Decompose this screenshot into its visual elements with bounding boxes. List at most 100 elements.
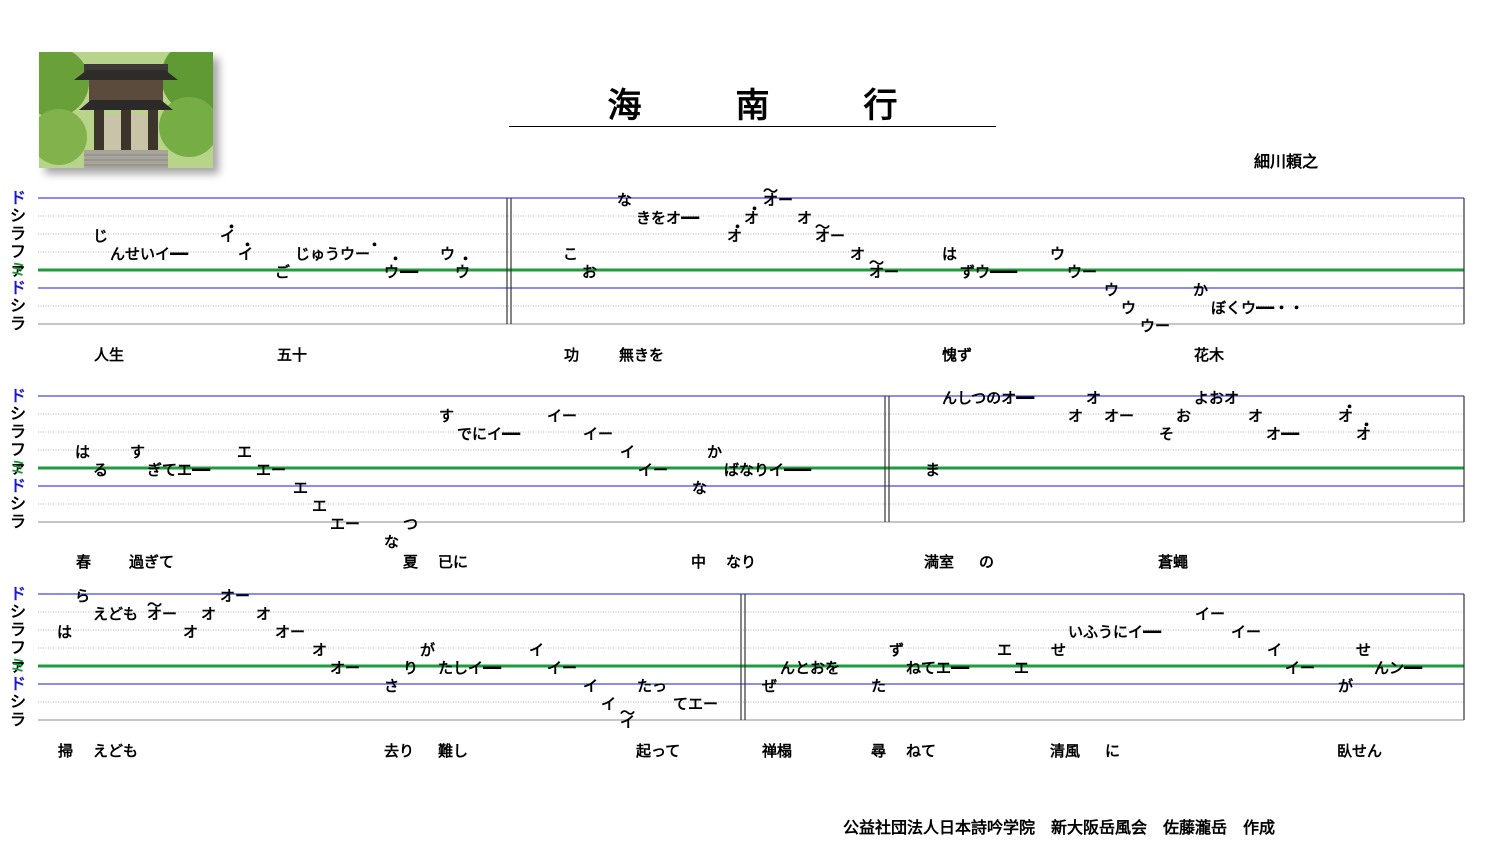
melody-syllable: は xyxy=(75,442,91,461)
melody-syllable: でにイ━━ xyxy=(457,424,521,443)
melody-syllable: ・ xyxy=(224,217,240,236)
melody-syllable: エ xyxy=(312,496,328,515)
melody-syllable: んしつのオ━━ xyxy=(942,388,1035,407)
scale-label: シ xyxy=(10,206,27,225)
poem-word: 清風 xyxy=(1050,742,1081,760)
melody-syllable: お xyxy=(1176,406,1192,425)
melody-syllable: ず xyxy=(889,640,905,659)
melody-syllable: か xyxy=(707,442,723,461)
melody-syllable: す xyxy=(439,406,455,425)
melody-syllable: イー xyxy=(1285,658,1316,677)
melody-syllable: ぜ xyxy=(762,676,778,695)
poem-word: 中 xyxy=(691,553,707,571)
poem-word: 過ぎて xyxy=(129,553,175,571)
melody-syllable: オ xyxy=(1068,406,1084,425)
melody-syllable: る xyxy=(93,460,109,479)
melody-syllable: ・ xyxy=(458,250,474,268)
title-underline xyxy=(509,126,996,127)
melody-syllable: オ xyxy=(1086,388,1102,407)
melody-syllable: ・ xyxy=(747,199,763,218)
melody-syllable: えども xyxy=(93,604,139,623)
melody-syllable: そ xyxy=(1159,424,1175,443)
poem-word: 臥せん xyxy=(1337,742,1383,760)
poem-word: 禅榻 xyxy=(762,742,793,760)
melody-syllable: イ xyxy=(238,244,254,263)
melody-syllable: な xyxy=(692,478,708,497)
melody-syllable: オ xyxy=(850,244,866,263)
melody-syllable: ・ xyxy=(367,235,383,254)
scale-label: シ xyxy=(10,692,27,711)
melody-syllable: が xyxy=(1338,676,1354,695)
melody-syllable: イ xyxy=(529,640,545,659)
melody-syllable: オ xyxy=(201,604,217,623)
melody-syllable: イー xyxy=(638,460,669,479)
scale-label: ラ xyxy=(10,620,27,639)
scale-label: ファ xyxy=(10,638,27,675)
melody-syllable: ウ xyxy=(455,262,471,281)
scale-label: シ xyxy=(10,494,27,513)
melody-syllable: ウ xyxy=(384,262,400,281)
page-title: 海 南 行 xyxy=(607,86,928,126)
poem-word: 蒼蠅 xyxy=(1158,553,1189,571)
melody-syllable: エ xyxy=(237,442,253,461)
melody-syllable: オ xyxy=(727,226,743,245)
poem-word: 無きを xyxy=(619,346,665,364)
poem-word: 難し xyxy=(438,742,469,760)
melody-syllable: オー xyxy=(763,190,794,209)
poem-word: 功 xyxy=(564,346,580,364)
melody-syllable: オ xyxy=(256,604,272,623)
scale-label: ラ xyxy=(10,710,27,729)
melody-syllable: ウ xyxy=(1050,244,1066,263)
melody-syllable: は xyxy=(942,244,958,263)
melody-syllable: オー xyxy=(275,622,306,641)
melody-syllable: な xyxy=(384,532,400,551)
melody-syllable: ねてエ━━ xyxy=(906,658,970,677)
poem-word: 已に xyxy=(438,553,469,571)
melody-syllable: つ xyxy=(403,514,419,533)
poem-word: 春 xyxy=(76,553,92,571)
scale-label: ミ xyxy=(10,656,27,675)
melody-syllable: イ xyxy=(220,226,236,245)
melody-syllable: オー xyxy=(330,658,361,677)
author-name: 細川頼之 xyxy=(1254,152,1319,171)
poem-word: 去り xyxy=(384,742,415,760)
melody-syllable: イー xyxy=(547,406,578,425)
melody-syllable: たっ xyxy=(637,676,668,695)
melody-syllable: イ xyxy=(620,712,636,731)
melody-syllable: か xyxy=(1193,280,1209,299)
melody-syllable: ・ xyxy=(388,250,404,268)
poem-word: えども xyxy=(93,742,139,760)
melody-syllable: んせいイ━━ xyxy=(110,244,189,263)
melody-syllable: イー xyxy=(583,424,614,443)
melody-syllable: オ xyxy=(1338,406,1354,425)
melody-syllable: 〜 xyxy=(620,703,636,722)
scale-label: シ xyxy=(10,296,27,315)
melody-syllable: 〜 xyxy=(869,253,885,272)
melody-syllable: ・ xyxy=(1359,415,1375,434)
melody-syllable: イー xyxy=(547,658,578,677)
melody-syllable: オ xyxy=(312,640,328,659)
melody-syllable: イ xyxy=(620,442,636,461)
scale-label: ド xyxy=(10,476,27,495)
poem-word: に xyxy=(1105,742,1121,760)
melody-syllable: り xyxy=(403,658,419,677)
scale-label: ラ xyxy=(10,314,27,333)
melody-syllable: お xyxy=(582,262,598,281)
melody-syllable: ━━ xyxy=(400,262,419,281)
melody-syllable: ま xyxy=(925,460,941,479)
melody-syllable: 〜 xyxy=(763,181,779,200)
melody-syllable: た xyxy=(871,676,887,695)
temple-gate-photo xyxy=(39,52,213,168)
melody-syllable: ウー xyxy=(1140,316,1171,335)
poem-word: 夏 xyxy=(403,553,419,571)
poem-word: 愧ず xyxy=(942,346,973,364)
melody-syllable: イ xyxy=(601,694,617,713)
melody-syllable: ぎてエ━━ xyxy=(147,460,211,479)
melody-syllable: ウー xyxy=(1067,262,1098,281)
melody-syllable: たしイ━━ xyxy=(438,658,502,677)
scale-label: ド xyxy=(10,386,27,405)
melody-syllable: んとおを xyxy=(780,658,841,677)
scale-label: ミ xyxy=(10,260,27,279)
melody-syllable: イ xyxy=(583,676,599,695)
melody-syllable: イー xyxy=(1231,622,1262,641)
